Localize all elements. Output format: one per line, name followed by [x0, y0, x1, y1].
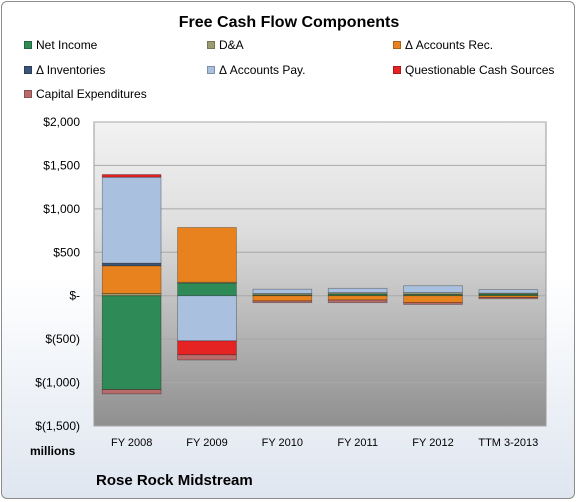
bar-segment: [177, 282, 237, 297]
x-tick-label: FY 2012: [412, 437, 453, 449]
y-axis-ticks: $2,000 $1,500 $1,000 $500 $- $(500) $(1,000) $(…: [35, 115, 80, 433]
legend-item: Net Income: [24, 38, 97, 52]
legend-swatch: [24, 66, 32, 74]
y-tick-label: $(1,500): [35, 419, 80, 433]
company-caption: Rose Rock Midstream: [96, 472, 253, 489]
y-axis-units: millions: [30, 444, 76, 458]
legend-label: Net Income: [36, 38, 98, 52]
bar-segment: [478, 289, 539, 294]
gridlines: [94, 121, 546, 427]
legend-label: Capital Expenditures: [36, 87, 147, 101]
y-tick-label: $1,500: [43, 158, 80, 172]
x-tick-label: FY 2010: [262, 437, 303, 449]
bar-segment: [478, 292, 539, 295]
x-axis-ticks: FY 2008 FY 2009 FY 2010 FY 2011 FY 2012 TTM 3…: [111, 437, 538, 449]
bar-segment: [177, 354, 237, 361]
bar-segment: [327, 299, 388, 304]
bar-series: [101, 174, 539, 395]
legend-item: Δ Inventories: [24, 63, 105, 77]
legend-item: Capital Expenditures: [24, 87, 147, 101]
bar-segment: [327, 295, 388, 301]
legend-item: D&A: [207, 38, 244, 52]
y-tick-label: $-: [69, 289, 80, 303]
bar-segment: [327, 287, 388, 294]
bar-segment: [403, 302, 463, 305]
legend-swatch: [393, 66, 401, 74]
bar-segment: [101, 174, 162, 178]
bar-segment: [252, 300, 313, 304]
bar-segment: [101, 295, 162, 390]
y-tick-label: $(1,000): [35, 376, 80, 390]
legend-swatch: [393, 41, 401, 49]
bar-segment: [478, 297, 539, 300]
x-tick-label: TTM 3-2013: [478, 437, 538, 449]
plot-area: [93, 121, 547, 427]
legend-swatch: [24, 90, 32, 98]
x-tick-label: FY 2011: [337, 437, 378, 449]
legend-swatch: [207, 41, 215, 49]
bar-segment: [252, 295, 313, 302]
y-tick-label: $1,000: [43, 202, 80, 216]
legend-swatch: [207, 66, 215, 74]
legend-swatch: [24, 41, 32, 49]
x-tick-label: FY 2008: [111, 437, 152, 449]
bar-segment: [177, 295, 237, 342]
chart-title: Free Cash Flow Components: [178, 14, 400, 31]
bar-segment: [101, 176, 162, 264]
bar-segment: [177, 340, 237, 356]
legend-label: Δ Accounts Rec.: [405, 38, 494, 52]
y-tick-label: $500: [53, 245, 80, 259]
bar-segment: [177, 227, 237, 283]
legend-item: Δ Accounts Pay.: [207, 63, 306, 77]
legend-label: Δ Accounts Pay.: [219, 63, 306, 77]
legend-item: Δ Accounts Rec.: [393, 38, 493, 52]
bar-segment: [403, 295, 463, 304]
legend-label: D&A: [219, 38, 244, 52]
bar-segment: [403, 285, 463, 294]
y-tick-label: $2,000: [43, 115, 80, 129]
legend-item: Questionable Cash Sources: [393, 63, 554, 77]
bar-segment: [252, 288, 313, 294]
y-tick-label: $(500): [45, 332, 80, 346]
legend-label: Questionable Cash Sources: [405, 63, 555, 77]
legend-label: Δ Inventories: [36, 63, 106, 77]
bar-segment: [101, 389, 162, 395]
x-tick-label: FY 2009: [186, 437, 227, 449]
bar-segment: [101, 265, 162, 294]
